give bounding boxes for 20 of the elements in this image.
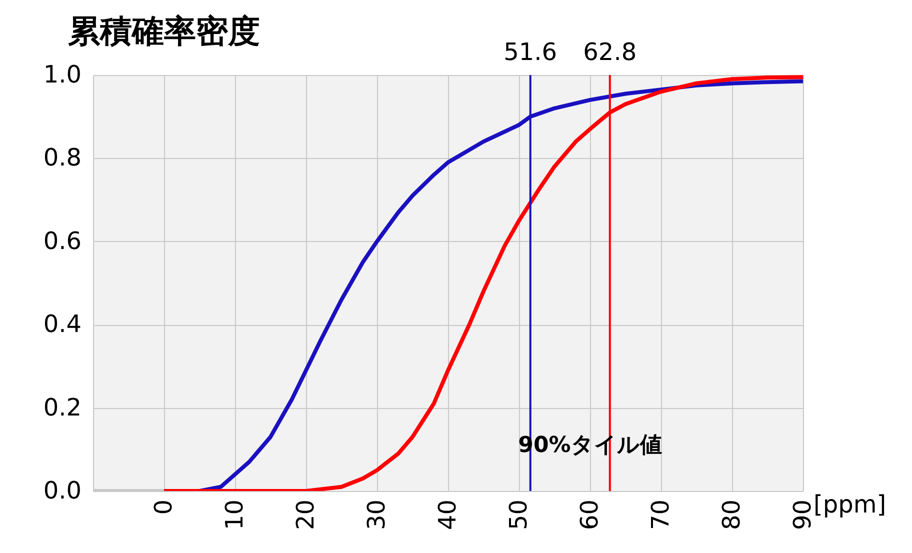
x-tick-label: 20	[292, 500, 320, 530]
chart-title: 累積確率密度	[68, 12, 260, 50]
y-tick-label: 0.2	[43, 393, 82, 422]
x-tick-label: 50	[504, 500, 532, 530]
y-tick-label: 0.8	[43, 144, 82, 172]
x-axis-title: [ppm]	[814, 490, 886, 518]
x-tick-label: 80	[718, 500, 746, 530]
y-tick-label: 1.0	[43, 60, 82, 88]
x-tick-label: 40	[434, 500, 462, 530]
x-tick-label: 0	[150, 500, 178, 515]
x-tick-label: 90	[788, 500, 816, 530]
x-tick-label: 30	[362, 500, 390, 530]
ref-line-label: 51.6	[504, 38, 558, 66]
y-tick-label: 0.4	[43, 310, 82, 338]
ref-line-label: 62.8	[583, 38, 637, 66]
y-tick-label: 0.0	[43, 476, 82, 504]
y-tick-label: 0.6	[43, 226, 82, 255]
x-tick-label: 10	[220, 500, 248, 530]
x-tick-label: 70	[646, 500, 674, 530]
x-tick-label: 60	[576, 500, 604, 530]
